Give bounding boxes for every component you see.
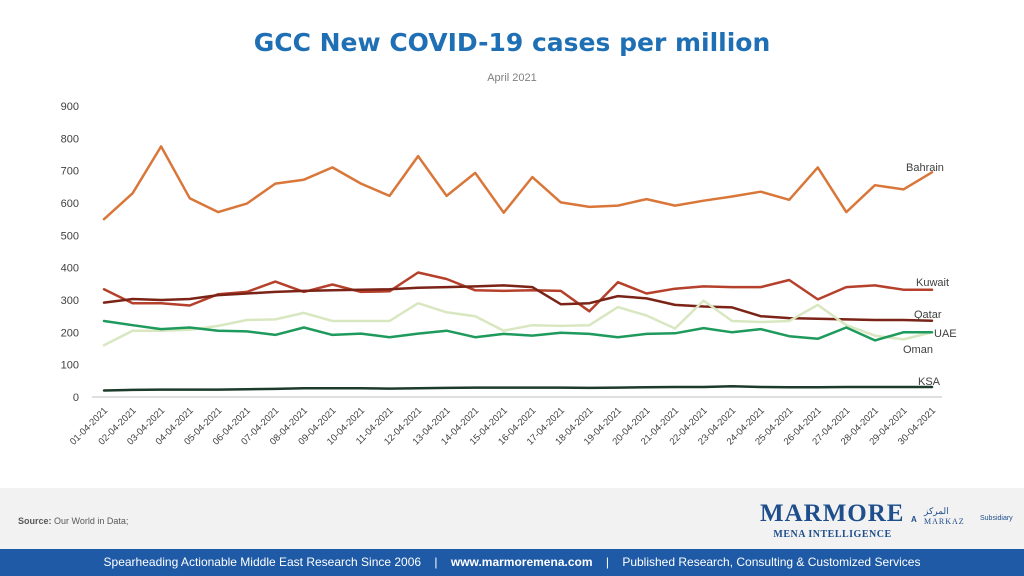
line-chart: 0 100 200 300 400 500 600 700 800 900 01-04-20210… (61, 101, 957, 447)
source-label: Source: (18, 516, 52, 526)
y-axis-ticks: 0 100 200 300 400 500 600 700 800 900 (61, 101, 79, 404)
footer-www-suffix: mena.com (533, 555, 593, 569)
series-lines (102, 145, 934, 392)
y-tick-label: 700 (61, 166, 79, 178)
y-tick-label: 100 (61, 360, 79, 372)
chart-subtitle: April 2021 (487, 72, 537, 84)
y-tick-label: 500 (61, 230, 79, 242)
y-tick-label: 600 (61, 198, 79, 210)
x-axis-ticks: 01-04-202102-04-202103-04-202104-04-2021… (68, 405, 938, 447)
y-tick-label: 800 (61, 133, 79, 145)
footer-website[interactable]: www.marmoremena.com (451, 555, 593, 569)
y-tick-label: 0 (73, 392, 79, 404)
footer-www-prefix: www. (450, 555, 482, 569)
logo-name: MARMORE (760, 500, 905, 527)
source-note: Source: Our World in Data; (18, 516, 128, 526)
y-tick-label: 300 (61, 295, 79, 307)
logo-subsidiary: Subsidiary (980, 515, 1013, 522)
y-tick-label: 900 (61, 101, 79, 113)
logo-a-text: A (911, 515, 917, 524)
series-line-uae (102, 319, 934, 342)
footer-tagline: Spearheading Actionable Middle East Rese… (103, 555, 422, 569)
footer-separator: | (434, 555, 438, 569)
chart-title: GCC New COVID-19 cases per million (253, 28, 771, 57)
series-label-ksa: KSA (918, 376, 941, 388)
source-band (0, 488, 1024, 549)
footer-services: Published Research, Consulting & Customi… (622, 555, 921, 569)
series-line-kuwait (102, 271, 934, 313)
footer-www-brand: marmore (481, 555, 534, 569)
series-label-oman: Oman (903, 344, 933, 356)
series-line-ksa (102, 385, 934, 392)
footer-bar: Spearheading Actionable Middle East Rese… (0, 549, 1024, 576)
source-text: Our World in Data; (54, 516, 129, 526)
series-label-uae: UAE (934, 328, 957, 340)
logo-parent-name: MARKAZ (924, 517, 965, 526)
series-line-bahrain (102, 145, 934, 221)
y-tick-label: 400 (61, 263, 79, 275)
series-label-bahrain: Bahrain (906, 162, 944, 174)
footer-separator: | (605, 555, 609, 569)
series-label-kuwait: Kuwait (916, 277, 949, 289)
logo-tagline: MENA INTELLIGENCE (773, 529, 892, 540)
series-line-oman (102, 299, 934, 347)
y-tick-label: 200 (61, 327, 79, 339)
marmore-logo: MARMORE MENA INTELLIGENCE A المركز MARKA… (760, 500, 1013, 544)
logo-parent-arabic: المركز (924, 506, 949, 516)
series-label-qatar: Qatar (914, 309, 942, 321)
